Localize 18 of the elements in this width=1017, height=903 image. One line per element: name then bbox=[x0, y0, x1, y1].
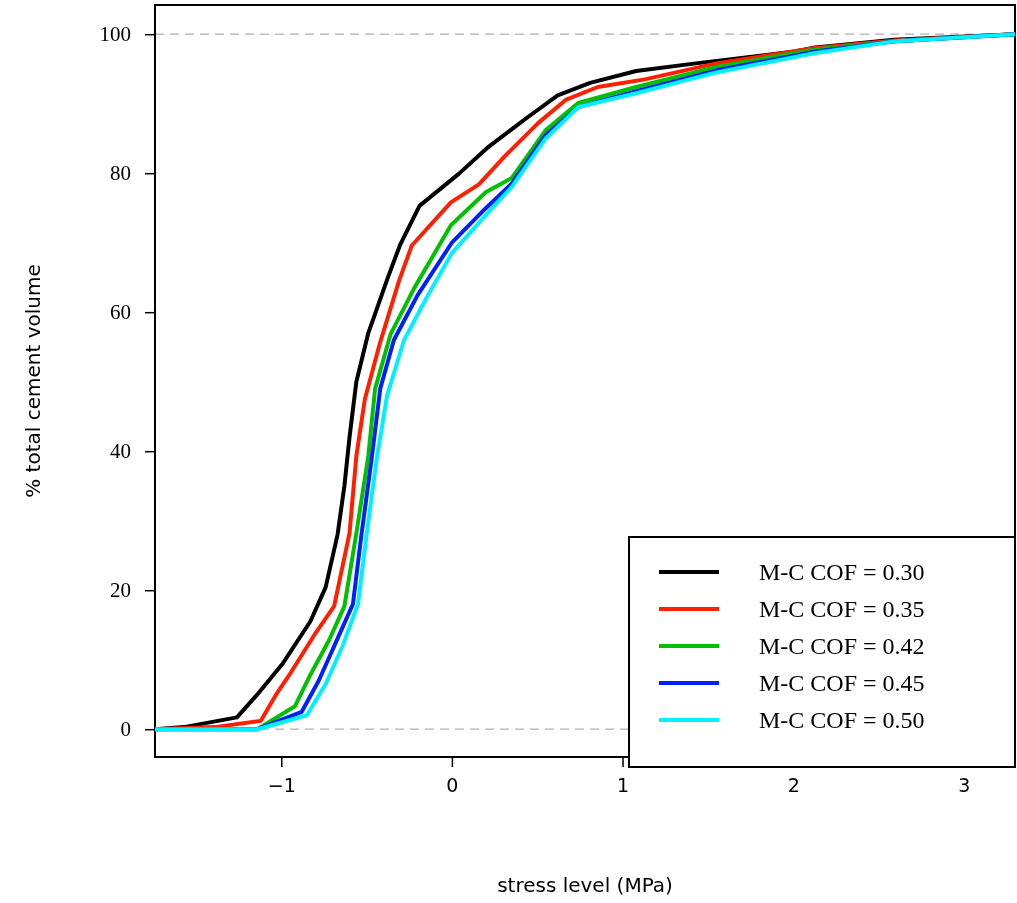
legend-label: M-C COF = 0.30 bbox=[759, 559, 925, 585]
x-tick-label: −1 bbox=[267, 774, 296, 797]
x-axis-title: stress level (MPa) bbox=[497, 873, 673, 897]
legend-label: M-C COF = 0.35 bbox=[759, 596, 925, 622]
legend-label: M-C COF = 0.42 bbox=[759, 633, 925, 659]
legend-label: M-C COF = 0.50 bbox=[759, 707, 925, 733]
x-tick-label: 1 bbox=[616, 774, 630, 797]
y-tick-label: 100 bbox=[99, 22, 131, 47]
y-tick-label: 0 bbox=[120, 717, 131, 742]
y-axis-title: % total cement volume bbox=[21, 264, 45, 498]
y-tick-label: 40 bbox=[110, 439, 131, 464]
x-tick-label: 0 bbox=[446, 774, 459, 797]
x-tick-label: 2 bbox=[787, 774, 800, 797]
y-tick-label: 60 bbox=[110, 300, 131, 325]
y-tick-label: 20 bbox=[110, 578, 131, 603]
y-tick-label: 80 bbox=[110, 161, 131, 186]
legend-label: M-C COF = 0.45 bbox=[759, 670, 925, 696]
x-tick-label: 3 bbox=[958, 774, 971, 797]
